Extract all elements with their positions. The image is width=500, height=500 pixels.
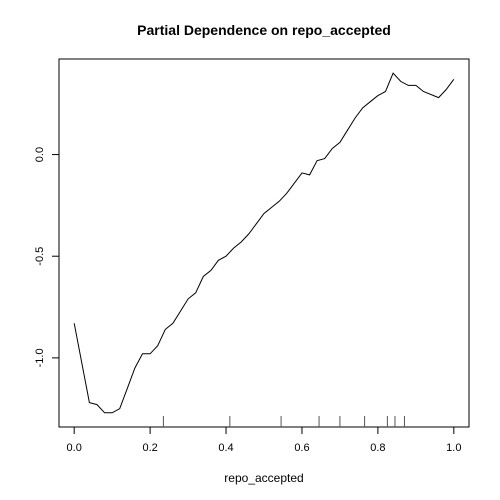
x-tick-label: 0.0 [67,442,82,454]
x-tick-label: 0.6 [294,442,309,454]
y-axis: -1.0 -0.5 0.0 [34,147,60,367]
x-axis-label: repo_accepted [224,471,303,485]
y-tick-label: 0.0 [34,147,46,162]
x-axis: 0.0 0.2 0.4 0.6 0.8 1.0 [67,426,461,454]
x-tick-label: 0.8 [370,442,385,454]
series-layer [73,72,455,414]
y-tick-label: -1.0 [34,348,46,367]
x-tick-label: 0.4 [218,442,233,454]
series-line [73,72,455,414]
chart-title: Partial Dependence on repo_accepted [137,22,391,38]
rug-marks [162,416,405,427]
y-tick-label: -0.5 [34,247,46,266]
x-tick-label: 0.2 [142,442,157,454]
x-tick-label: 1.0 [446,442,461,454]
